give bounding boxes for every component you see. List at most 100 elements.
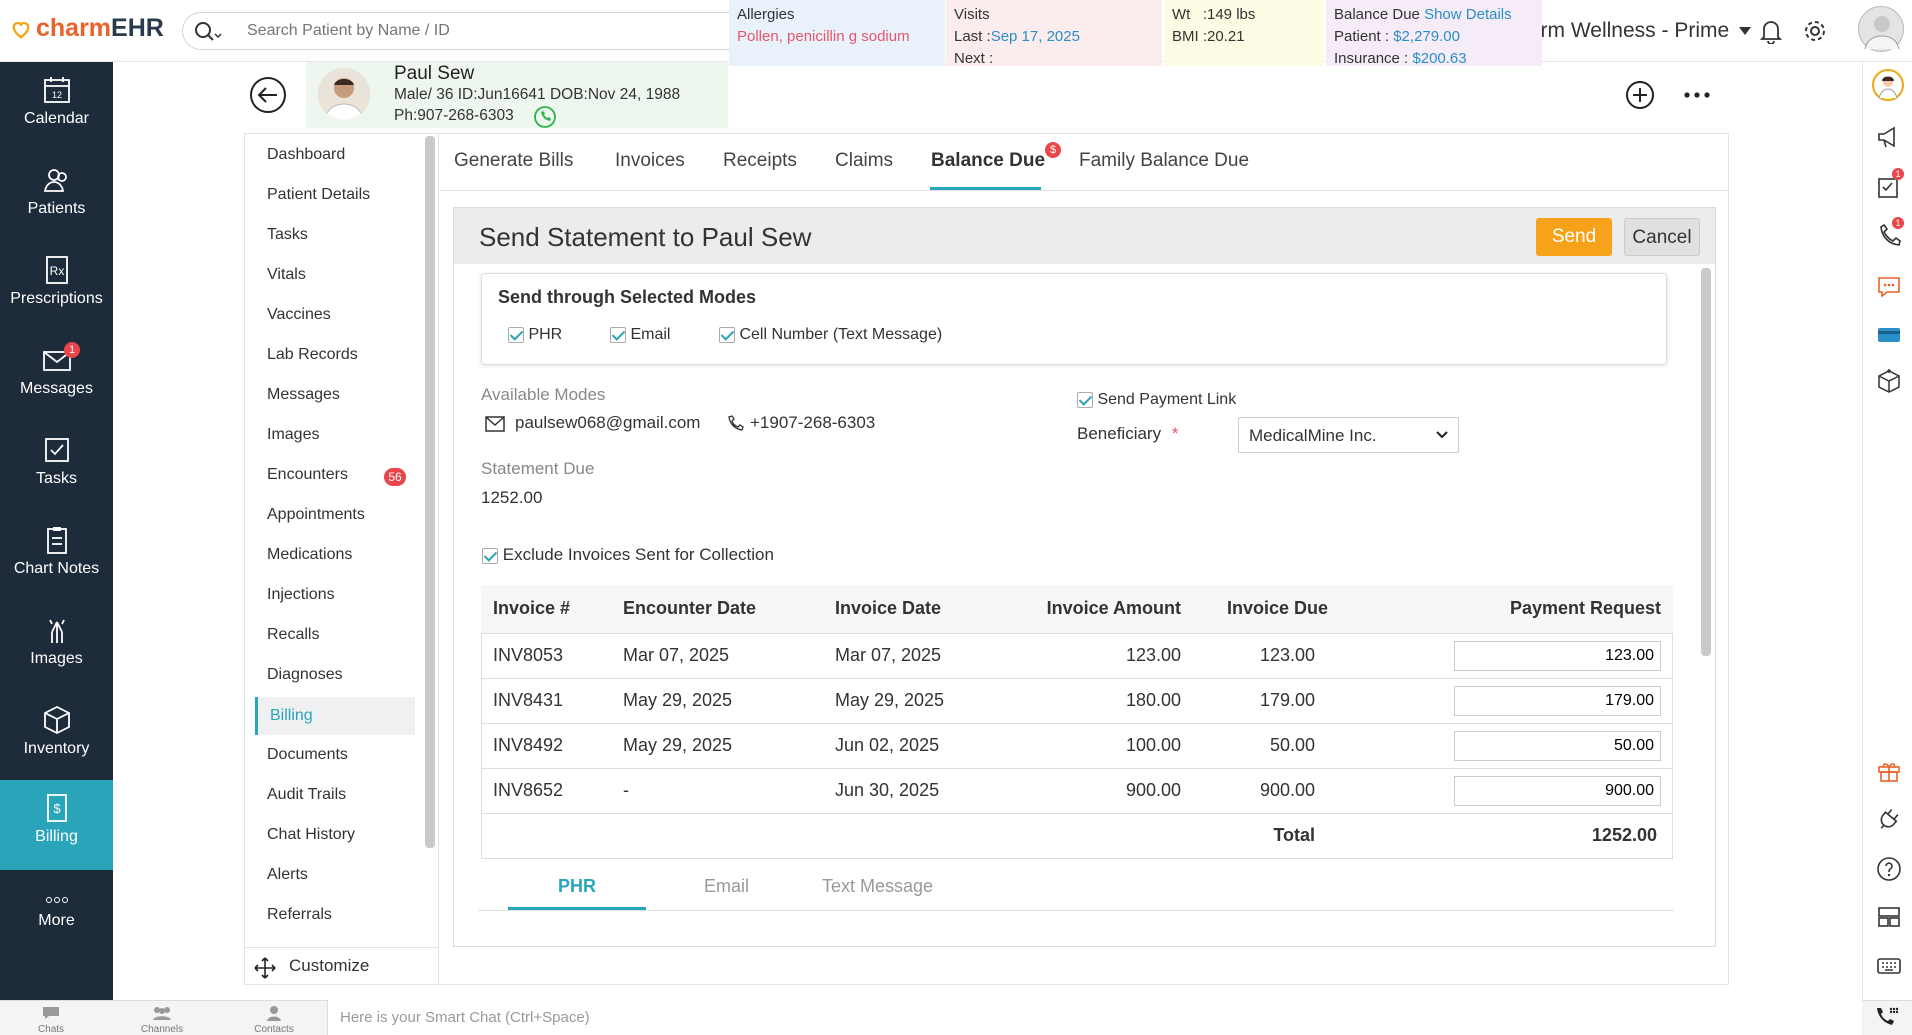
- submenu-images[interactable]: Images: [267, 426, 320, 443]
- submenu-alerts[interactable]: Alerts: [267, 866, 308, 883]
- tab-claims[interactable]: Claims: [835, 150, 894, 171]
- patient-name[interactable]: Paul Sew: [394, 63, 475, 84]
- chat-bubble-icon[interactable]: [1876, 274, 1902, 300]
- call-log-icon[interactable]: [1876, 224, 1902, 250]
- help-icon[interactable]: [1876, 856, 1902, 882]
- nav-images[interactable]: Images: [0, 602, 113, 690]
- phr-checkbox[interactable]: [508, 326, 524, 343]
- submenu-audit-trails[interactable]: Audit Trails: [267, 786, 347, 803]
- email-checkbox[interactable]: [610, 326, 626, 343]
- patient-search[interactable]: [182, 12, 760, 50]
- customize-button[interactable]: Customize: [245, 947, 438, 985]
- task-list-icon[interactable]: [1876, 175, 1902, 201]
- invoice-number[interactable]: INV8431: [481, 678, 611, 724]
- submenu-dashboard[interactable]: Dashboard: [267, 146, 346, 163]
- submenu-appointments[interactable]: Appointments: [267, 506, 365, 523]
- bottom-tab-email[interactable]: Email: [704, 876, 750, 896]
- nav-prescriptions[interactable]: Rx Prescriptions: [0, 242, 113, 330]
- tab-invoices[interactable]: Invoices: [615, 150, 685, 171]
- payment-request-input[interactable]: [1454, 640, 1661, 671]
- submenu-scrollbar[interactable]: [425, 136, 435, 848]
- app-logo[interactable]: charm EHR: [10, 14, 164, 43]
- tab-generate-bills[interactable]: Generate Bills: [454, 150, 574, 171]
- nav-tasks[interactable]: Tasks: [0, 422, 113, 510]
- nav-billing[interactable]: $ Billing: [0, 780, 113, 870]
- visits-box[interactable]: Visits Last :Sep 17, 2025 Next :: [946, 0, 1162, 67]
- submenu-referrals[interactable]: Referrals: [267, 906, 332, 923]
- user-avatar[interactable]: [1858, 6, 1904, 52]
- nav-inventory[interactable]: Inventory: [0, 692, 113, 780]
- bottom-tab-text-message[interactable]: Text Message: [822, 876, 934, 896]
- channels-button[interactable]: Channels: [132, 1005, 192, 1035]
- assistant-avatar[interactable]: [1872, 69, 1904, 101]
- gift-icon[interactable]: [1876, 758, 1902, 784]
- col-invoice-date[interactable]: Invoice Date: [823, 585, 1033, 634]
- show-details-link[interactable]: Show Details: [1424, 6, 1512, 23]
- exclude-checkbox[interactable]: [482, 547, 498, 564]
- col-invoice-amount[interactable]: Invoice Amount: [1033, 585, 1193, 634]
- col-payment-request[interactable]: Payment Request: [1353, 585, 1673, 634]
- col-invoice-due[interactable]: Invoice Due: [1193, 585, 1353, 634]
- gear-icon[interactable]: [1802, 18, 1828, 44]
- submenu-vaccines[interactable]: Vaccines: [267, 306, 331, 323]
- megaphone-icon[interactable]: [1876, 124, 1902, 150]
- more-options-icon[interactable]: [1683, 91, 1711, 99]
- submenu-patient-details[interactable]: Patient Details: [267, 186, 371, 203]
- submenu-encounters[interactable]: Encounters: [267, 466, 348, 483]
- bell-icon[interactable]: [1760, 18, 1782, 44]
- nav-calendar[interactable]: 12 Calendar: [0, 62, 113, 150]
- credit-card-icon[interactable]: [1876, 322, 1902, 348]
- layout-icon[interactable]: [1876, 904, 1902, 930]
- submenu-injections[interactable]: Injections: [267, 586, 335, 603]
- nav-chart-notes[interactable]: Chart Notes: [0, 512, 113, 600]
- add-circle-icon[interactable]: [1625, 80, 1655, 110]
- keyboard-icon[interactable]: [1876, 953, 1902, 979]
- exclude-collection[interactable]: Exclude Invoices Sent for Collection: [482, 545, 774, 565]
- vitals-box[interactable]: Wt :149 lbs BMI :20.21: [1164, 0, 1324, 66]
- nav-patients[interactable]: Patients: [0, 152, 113, 240]
- back-arrow-icon[interactable]: [249, 76, 287, 114]
- allergies-box[interactable]: Allergies Pollen, penicillin g sodium: [729, 0, 945, 66]
- bottom-tab-phr[interactable]: PHR: [558, 876, 597, 896]
- payment-link-checkbox[interactable]: [1077, 391, 1093, 408]
- mode-email[interactable]: Email: [610, 326, 670, 344]
- payment-request-input[interactable]: [1454, 685, 1661, 716]
- submenu-lab-records[interactable]: Lab Records: [267, 346, 358, 363]
- invoice-number[interactable]: INV8053: [481, 633, 611, 679]
- submenu-diagnoses[interactable]: Diagnoses: [267, 666, 343, 683]
- send-payment-link[interactable]: Send Payment Link: [1077, 391, 1236, 409]
- payment-request-input[interactable]: [1454, 730, 1661, 761]
- submenu-messages[interactable]: Messages: [267, 386, 340, 403]
- contacts-button[interactable]: Contacts: [244, 1005, 304, 1035]
- tab-family-balance-due[interactable]: Family Balance Due: [1079, 150, 1250, 171]
- invoice-number[interactable]: INV8652: [481, 768, 611, 814]
- submenu-medications[interactable]: Medications: [267, 546, 353, 563]
- tab-balance-due[interactable]: Balance Due: [931, 150, 1046, 171]
- medkit-box-icon[interactable]: [1876, 368, 1902, 394]
- card-scrollbar[interactable]: [1701, 268, 1711, 656]
- chats-button[interactable]: Chats: [21, 1005, 81, 1035]
- beneficiary-select[interactable]: MedicalMine Inc.: [1238, 417, 1459, 453]
- nav-more[interactable]: More: [0, 872, 113, 960]
- smart-chat-bar[interactable]: Here is your Smart Chat (Ctrl+Space): [327, 1000, 1862, 1035]
- send-button[interactable]: Send: [1536, 218, 1612, 256]
- cancel-button[interactable]: Cancel: [1624, 218, 1700, 256]
- submenu-tasks[interactable]: Tasks: [267, 226, 308, 243]
- search-input[interactable]: [247, 22, 727, 40]
- submenu-vitals[interactable]: Vitals: [267, 266, 306, 283]
- submenu-billing[interactable]: Billing: [255, 697, 415, 735]
- dialpad-phone-icon[interactable]: [1874, 1005, 1900, 1029]
- mode-phr[interactable]: PHR: [508, 326, 562, 344]
- submenu-chat-history[interactable]: Chat History: [267, 826, 356, 843]
- cell-checkbox[interactable]: [719, 326, 735, 343]
- phone-call-icon[interactable]: [534, 106, 556, 128]
- invoice-number[interactable]: INV8492: [481, 723, 611, 769]
- plug-icon[interactable]: [1876, 806, 1902, 832]
- col-encounter-date[interactable]: Encounter Date: [611, 585, 823, 634]
- submenu-documents[interactable]: Documents: [267, 746, 348, 763]
- col-invoice-number[interactable]: Invoice #: [481, 585, 611, 634]
- tab-receipts[interactable]: Receipts: [723, 150, 797, 171]
- mode-cell[interactable]: Cell Number (Text Message): [719, 326, 942, 344]
- submenu-recalls[interactable]: Recalls: [267, 626, 320, 643]
- payment-request-input[interactable]: [1454, 775, 1661, 806]
